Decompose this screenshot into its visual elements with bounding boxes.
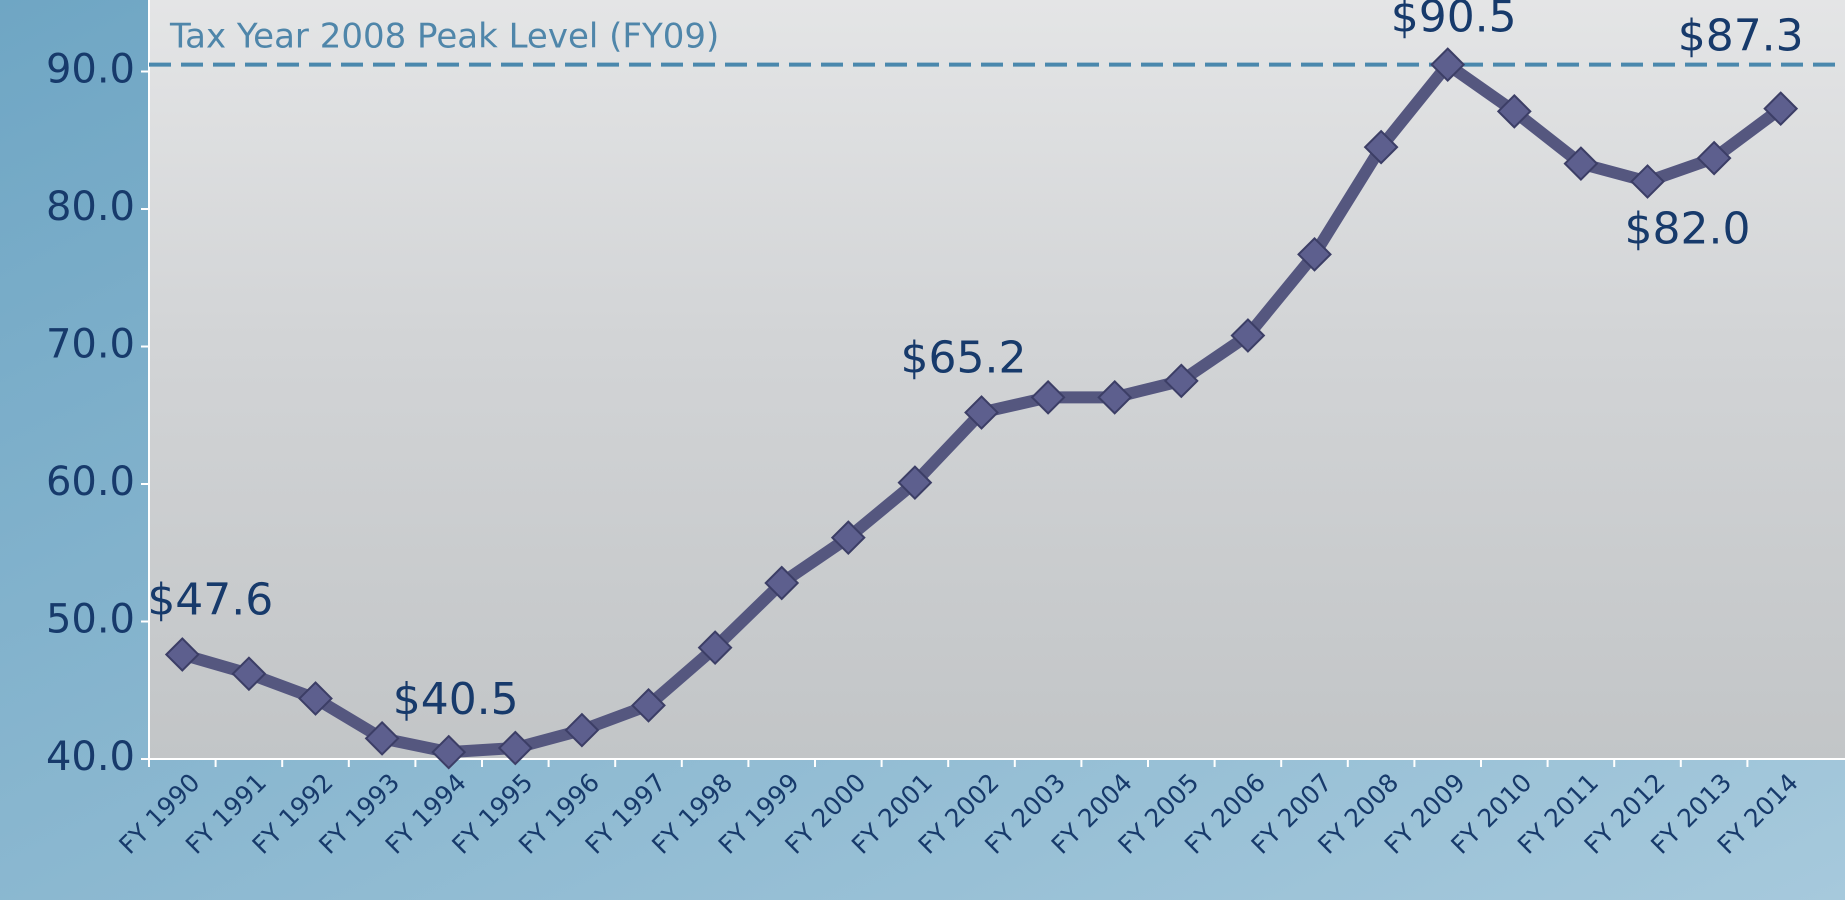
marker [631,687,666,723]
data-label: $87.3 [1678,11,1804,62]
marker [1097,379,1133,415]
marker [1297,236,1332,272]
y-tick-label: 90.0 [46,47,135,93]
marker [497,730,533,766]
marker [1496,93,1532,129]
marker [1563,146,1599,182]
marker [1696,140,1732,176]
y-tick-label: 50.0 [46,597,135,643]
marker [164,637,200,672]
marker [431,734,467,770]
marker [1030,379,1066,415]
marker [564,712,600,748]
reference-label: Tax Year 2008 Peak Level (FY09) [169,17,719,57]
marker [964,395,999,430]
y-tick-label: 60.0 [46,459,135,505]
marker [1630,164,1665,199]
marker [231,656,267,692]
y-tick-label: 80.0 [46,184,135,230]
marker [697,630,733,666]
data-label: $82.0 [1625,204,1751,255]
data-label: $90.5 [1391,0,1517,43]
data-label: $40.5 [393,674,519,725]
marker [1363,129,1399,165]
marker [830,520,866,556]
plot-area [149,0,1845,759]
marker [1430,47,1466,83]
data-label: $47.6 [147,575,273,626]
marker [1163,363,1199,399]
y-tick-label: 40.0 [46,734,135,780]
marker [1763,91,1799,127]
marker [897,465,933,501]
marker [764,565,800,601]
marker [1230,318,1266,353]
y-tick-label: 70.0 [46,322,135,368]
data-label: $65.2 [901,333,1027,384]
marker [298,681,333,716]
marker [364,720,400,756]
